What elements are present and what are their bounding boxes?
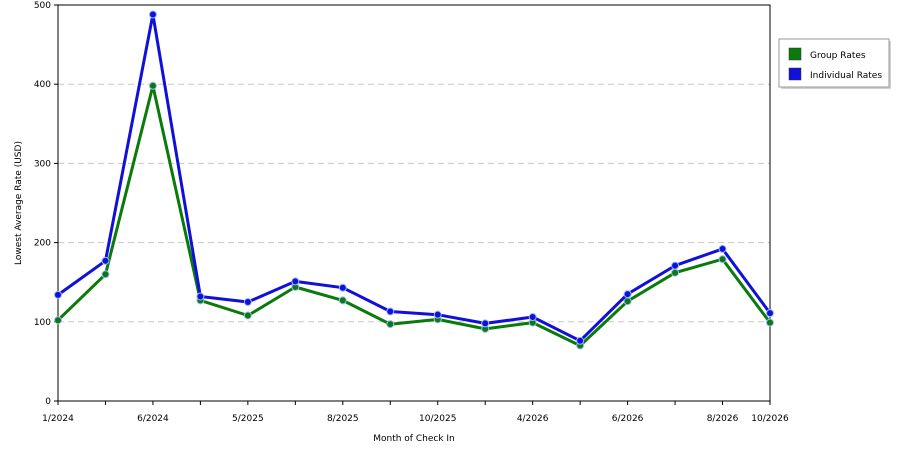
y-tick-label-1: 100 — [34, 318, 51, 328]
series-1-point-10 — [528, 313, 537, 322]
y-tick-label-3: 300 — [34, 159, 51, 169]
series-line-1 — [57, 13, 772, 343]
x-axis-ticks: 1/2024 6/2024 5/2025 8/2025 10/2025 4/2026 6/2… — [42, 401, 789, 424]
series-1-point-7 — [386, 307, 395, 316]
series-0-point-4 — [243, 311, 252, 320]
y-axis-label: Lowest Average Rate (USD) — [14, 141, 24, 265]
series-1-point-6 — [338, 283, 347, 292]
y-tick-label-0: 0 — [45, 397, 51, 407]
x-tick-label-8: 10/2025 — [419, 414, 456, 424]
series-0-point-6 — [338, 296, 347, 305]
legend: Group Rates Individual Rates — [778, 38, 891, 89]
series-0-point-7 — [386, 320, 395, 329]
legend-label-0: Group Rates — [810, 51, 866, 61]
y-axis-ticks: 0 100 200 300 400 500 — [34, 1, 58, 407]
series-1-point-14 — [718, 244, 727, 253]
series-0-point-15 — [766, 318, 774, 327]
series-1-point-2 — [148, 10, 157, 19]
x-tick-label-10: 4/2026 — [517, 414, 549, 424]
x-tick-label-0: 1/2024 — [42, 414, 74, 424]
series-0-point-2 — [148, 81, 157, 90]
series-1-point-13 — [671, 261, 680, 270]
y-tick-label-2: 200 — [34, 239, 51, 249]
x-tick-label-12: 6/2026 — [612, 414, 644, 424]
x-tick-label-4: 5/2025 — [232, 414, 264, 424]
series-1-point-1 — [101, 256, 110, 265]
series-0-point-1 — [101, 270, 110, 279]
series-1-point-0 — [54, 290, 62, 299]
x-tick-label-6: 8/2025 — [327, 414, 359, 424]
plot-frame — [57, 4, 771, 402]
series-1-point-12 — [623, 290, 632, 299]
series-1-point-5 — [291, 277, 300, 286]
axes — [57, 4, 771, 402]
series-0-point-14 — [718, 255, 727, 264]
series-1-point-8 — [433, 310, 442, 319]
series-line-0 — [56, 84, 772, 348]
series-1-point-9 — [481, 319, 490, 328]
x-tick-label-14: 8/2026 — [707, 414, 739, 424]
series-0-point-12 — [623, 297, 632, 306]
gridlines — [58, 83, 770, 323]
series-0-point-13 — [671, 268, 680, 277]
x-tick-label-15: 10/2026 — [751, 414, 789, 424]
series-0-point-0 — [54, 316, 62, 325]
series-1-point-4 — [243, 298, 252, 306]
x-axis-label: Month of Check In — [373, 434, 455, 444]
y-tick-label-5: 500 — [34, 1, 51, 11]
legend-swatch-0 — [788, 47, 802, 61]
legend-swatch-1 — [788, 67, 802, 81]
x-tick-label-2: 6/2024 — [137, 414, 169, 424]
legend-label-1: Individual Rates — [810, 71, 882, 81]
y-tick-label-4: 400 — [34, 80, 51, 90]
series-layer — [54, 10, 774, 350]
series-1-point-15 — [766, 309, 774, 318]
series-1-point-3 — [196, 292, 205, 301]
series-1-point-11 — [576, 336, 585, 345]
